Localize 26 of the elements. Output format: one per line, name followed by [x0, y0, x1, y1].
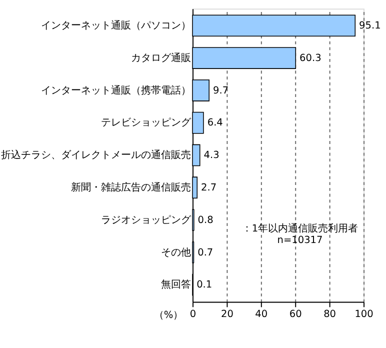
x-tick-label: 60	[289, 308, 302, 320]
data-label: 0.7	[198, 247, 214, 258]
x-tick-label: 40	[255, 308, 268, 320]
annotation: ：1年以内通信販売利用者 n=10317	[242, 222, 358, 246]
y-tick-label: 折込チラシ、ダイレクトメールの通信販売	[1, 149, 192, 162]
x-tick-label: 100	[354, 308, 374, 320]
y-tick-label: インターネット通販（携帯電話）	[41, 84, 192, 96]
data-label: 9.7	[213, 85, 229, 96]
y-tick-label: テレビショッピング	[101, 118, 192, 129]
data-label: 6.4	[207, 118, 223, 129]
data-label: 4.3	[204, 150, 220, 162]
x-tick-label: 20	[220, 308, 234, 320]
y-tick-label: カタログ通販	[131, 52, 192, 64]
y-tick-label: 無回答	[161, 278, 192, 291]
x-tick-label: 0	[190, 308, 196, 320]
y-tick-label: 新聞・雑誌広告の通信販売	[71, 182, 192, 194]
data-label: 60.3	[300, 52, 322, 64]
y-tick-label: インターネット通販（パソコン）	[41, 20, 192, 32]
data-label: 0.8	[198, 214, 214, 226]
y-tick-label: その他	[161, 246, 192, 258]
x-tick-label: 80	[324, 308, 336, 320]
data-label: 0.1	[196, 280, 212, 291]
data-label: 2.7	[201, 182, 217, 194]
x-axis-title: （%）	[154, 310, 184, 321]
y-tick-label: ラジオショッピング	[101, 214, 192, 226]
data-label: 95.1	[359, 20, 381, 32]
